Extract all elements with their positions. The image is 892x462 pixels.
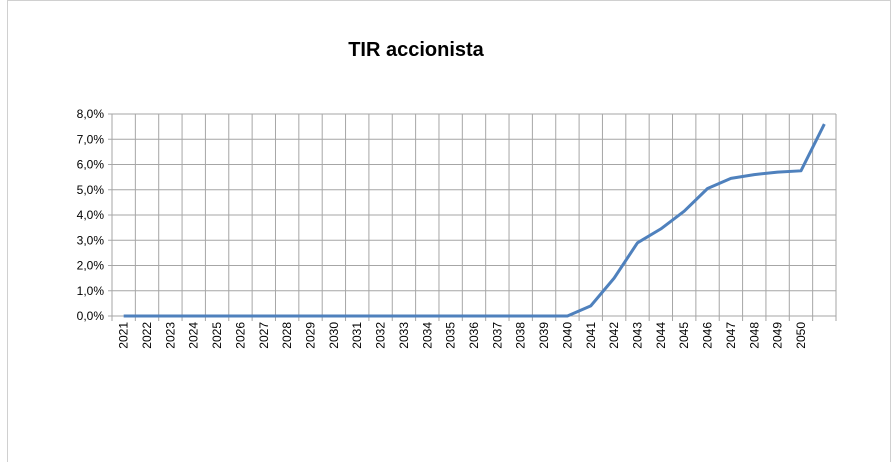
x-tick-label: 2025 bbox=[210, 322, 224, 349]
chart-title: TIR accionista bbox=[348, 39, 484, 61]
x-tick-label: 2039 bbox=[537, 322, 551, 349]
y-tick-label: 2,0% bbox=[77, 259, 105, 273]
x-tick-label: 2036 bbox=[467, 322, 481, 349]
y-tick-label: 1,0% bbox=[77, 284, 105, 298]
x-tick-label: 2023 bbox=[163, 322, 177, 349]
x-tick-label: 2021 bbox=[117, 322, 131, 349]
x-tick-label: 2041 bbox=[584, 322, 598, 349]
x-tick-label: 2031 bbox=[350, 322, 364, 349]
x-tick-label: 2047 bbox=[724, 322, 738, 349]
x-tick-label: 2027 bbox=[257, 322, 271, 349]
x-tick-label: 2030 bbox=[327, 322, 341, 349]
x-tick-label: 2026 bbox=[233, 322, 247, 349]
y-tick-label: 7,0% bbox=[77, 132, 105, 146]
x-tick-label: 2048 bbox=[747, 322, 761, 349]
y-tick-label: 3,0% bbox=[77, 233, 105, 247]
y-tick-label: 5,0% bbox=[77, 183, 105, 197]
x-tick-label: 2028 bbox=[280, 322, 294, 349]
x-tick-label: 2045 bbox=[677, 322, 691, 349]
x-tick-label: 2050 bbox=[794, 322, 808, 349]
y-tick-label: 0,0% bbox=[77, 309, 105, 323]
x-tick-label: 2038 bbox=[514, 322, 528, 349]
chart-frame bbox=[7, 0, 891, 462]
line-series bbox=[123, 123, 826, 318]
x-tick-label: 2029 bbox=[304, 322, 318, 349]
x-tick-label: 2043 bbox=[630, 322, 644, 349]
y-tick-label: 6,0% bbox=[77, 158, 105, 172]
x-tick-label: 2046 bbox=[701, 322, 715, 349]
y-tick-label: 4,0% bbox=[77, 208, 105, 222]
x-tick-label: 2035 bbox=[444, 322, 458, 349]
x-tick-label: 2040 bbox=[560, 322, 574, 349]
x-tick-label: 2022 bbox=[140, 322, 154, 349]
x-tick-label: 2049 bbox=[771, 322, 785, 349]
x-tick-label: 2042 bbox=[607, 322, 621, 349]
x-tick-label: 2033 bbox=[397, 322, 411, 349]
x-tick-label: 2032 bbox=[374, 322, 388, 349]
x-tick-label: 2034 bbox=[420, 322, 434, 349]
y-tick-label: 8,0% bbox=[77, 107, 105, 121]
x-tick-label: 2044 bbox=[654, 322, 668, 349]
x-tick-label: 2024 bbox=[187, 322, 201, 349]
x-tick-label: 2037 bbox=[490, 322, 504, 349]
